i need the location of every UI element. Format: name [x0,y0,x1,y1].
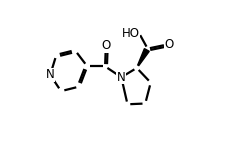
Text: HO: HO [122,27,140,40]
Text: N: N [117,71,126,84]
Polygon shape [138,49,149,66]
Text: O: O [164,38,174,51]
Text: N: N [46,68,55,81]
Text: O: O [101,39,110,52]
